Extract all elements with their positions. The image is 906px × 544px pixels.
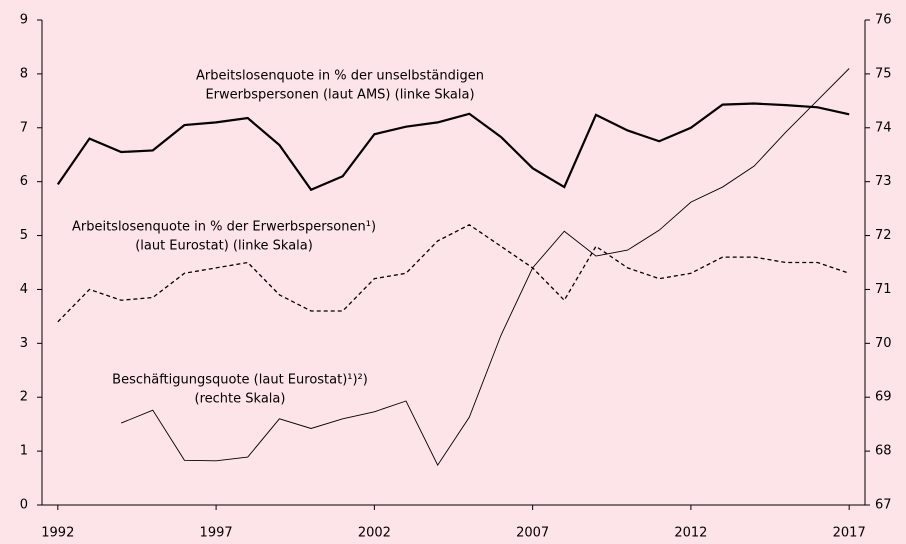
annotation: (rechte Skala)	[195, 392, 286, 407]
y-tick-label: 6	[20, 174, 28, 189]
x-tick-label: 2017	[833, 526, 866, 541]
y-tick-label: 9	[20, 13, 28, 28]
y-tick-label: 3	[20, 336, 28, 351]
series-line	[57, 224, 850, 323]
y2-tick-label: 73	[875, 174, 892, 189]
y-tick-label: 5	[20, 228, 28, 243]
y-tick-label: 1	[20, 444, 28, 459]
y-tick-label: 2	[20, 390, 28, 405]
y2-tick-label: 67	[875, 498, 892, 513]
y-tick-label: 8	[20, 66, 28, 81]
annotation: (laut Eurostat) (linke Skala)	[135, 239, 313, 254]
series-line	[120, 68, 850, 467]
y2-tick-label: 72	[875, 228, 892, 243]
x-tick-label: 2012	[674, 526, 707, 541]
y2-tick-label: 71	[875, 282, 892, 297]
x-tick-label: 1997	[200, 526, 233, 541]
annotation: Erwerbspersonen (laut AMS) (linke Skala)	[205, 88, 474, 103]
y2-tick-label: 75	[875, 66, 892, 81]
annotation: Arbeitslosenquote in % der unselbständig…	[196, 69, 484, 84]
annotation: Beschäftigungsquote (laut Eurostat)¹)²)	[112, 373, 368, 388]
y-tick-label: 7	[20, 120, 28, 135]
y2-tick-label: 70	[875, 336, 892, 351]
y-tick-label: 0	[20, 498, 28, 513]
series-line	[56, 102, 850, 192]
x-tick-label: 2007	[516, 526, 549, 541]
y-tick-label: 4	[20, 282, 28, 297]
annotation: Arbeitslosenquote in % der Erwerbsperson…	[72, 220, 376, 235]
x-tick-label: 1992	[41, 526, 74, 541]
y2-tick-label: 76	[875, 13, 892, 28]
y2-tick-label: 68	[875, 444, 892, 459]
x-tick-label: 2002	[358, 526, 391, 541]
y2-tick-label: 69	[875, 390, 892, 405]
y2-tick-label: 74	[875, 120, 892, 135]
